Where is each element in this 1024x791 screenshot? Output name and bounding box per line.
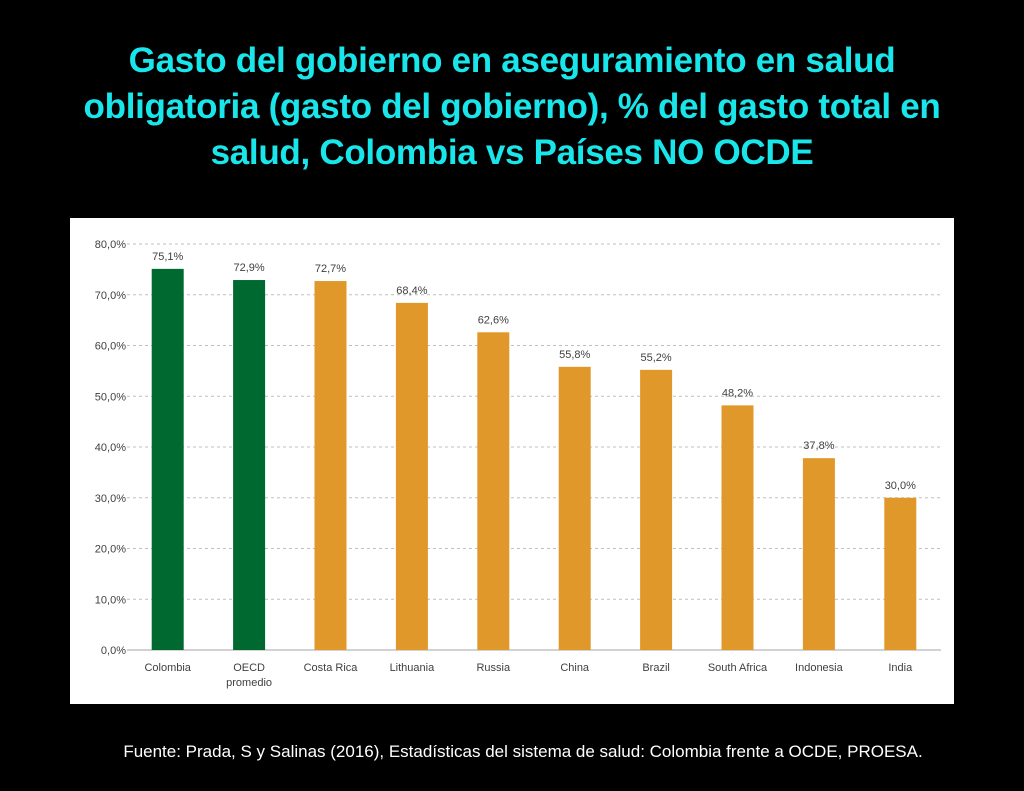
category-label-line: Indonesia — [795, 662, 844, 674]
category-label: China — [560, 662, 590, 674]
category-label: India — [888, 662, 913, 674]
data-label: 37,8% — [803, 440, 834, 452]
y-tick-label: 40,0% — [95, 442, 126, 454]
category-label: Costa Rica — [304, 662, 359, 674]
category-label-line: OECD — [233, 662, 265, 674]
bar — [884, 497, 917, 650]
bar — [802, 458, 835, 650]
category-label: Russia — [476, 662, 511, 674]
data-label: 55,2% — [640, 352, 671, 364]
data-label: 48,2% — [722, 387, 753, 399]
data-label: 68,4% — [396, 285, 427, 297]
category-label: Indonesia — [795, 662, 844, 674]
y-tick-label: 50,0% — [95, 391, 126, 403]
bar — [477, 332, 510, 650]
category-label: Colombia — [144, 662, 191, 674]
y-tick-label: 0,0% — [101, 645, 126, 657]
bar — [314, 281, 347, 650]
y-tick-label: 70,0% — [95, 290, 126, 302]
category-label-line: Costa Rica — [304, 662, 359, 674]
x-axis-category-labels: Colombia OECD promedio Costa Rica Lithuania R… — [144, 662, 913, 689]
category-label-line: Russia — [476, 662, 511, 674]
data-label: 72,9% — [233, 262, 264, 274]
data-labels: 75,1% 72,9% 72,7% 68,4% 62,6% 55,8% 55,2% 48,2%… — [152, 251, 916, 492]
source-note: Fuente: Prada, S y Salinas (2016), Estad… — [123, 742, 923, 761]
y-tick-label: 30,0% — [95, 493, 126, 505]
bar — [721, 405, 754, 650]
chart-panel: 0,0% 10,0% 20,0% 30,0% 40,0% 50,0% 60,0% 70,0% 8… — [70, 218, 954, 704]
data-label: 55,8% — [559, 349, 590, 361]
y-tick-label: 60,0% — [95, 341, 126, 353]
category-label: Brazil — [642, 662, 670, 674]
bar — [640, 369, 673, 650]
category-label: South Africa — [708, 662, 768, 674]
category-label-line: Lithuania — [390, 662, 436, 674]
bar-chart: 0,0% 10,0% 20,0% 30,0% 40,0% 50,0% 60,0% 70,0% 8… — [95, 239, 941, 689]
data-label: 62,6% — [478, 314, 509, 326]
category-label-line: South Africa — [708, 662, 768, 674]
category-label: Lithuania — [390, 662, 436, 674]
data-label: 75,1% — [152, 251, 183, 263]
y-tick-label: 10,0% — [95, 594, 126, 606]
bar — [233, 280, 266, 650]
y-tick-label: 80,0% — [95, 239, 126, 251]
data-label: 30,0% — [885, 480, 916, 492]
bar — [395, 302, 428, 650]
y-tick-label: 20,0% — [95, 544, 126, 556]
category-label-line: promedio — [226, 677, 272, 689]
bars — [151, 268, 917, 650]
bar — [151, 268, 184, 650]
y-axis-tick-labels: 0,0% 10,0% 20,0% 30,0% 40,0% 50,0% 60,0% 70,0% 8… — [95, 239, 126, 657]
category-label-line: India — [888, 662, 913, 674]
category-label-line: Brazil — [642, 662, 670, 674]
category-label: OECD promedio — [226, 662, 272, 689]
data-label: 72,7% — [315, 263, 346, 275]
category-label-line: Colombia — [144, 662, 191, 674]
bar — [558, 366, 591, 650]
slide-title: Gasto del gobierno en aseguramiento en s… — [83, 41, 941, 172]
category-label-line: China — [560, 662, 590, 674]
